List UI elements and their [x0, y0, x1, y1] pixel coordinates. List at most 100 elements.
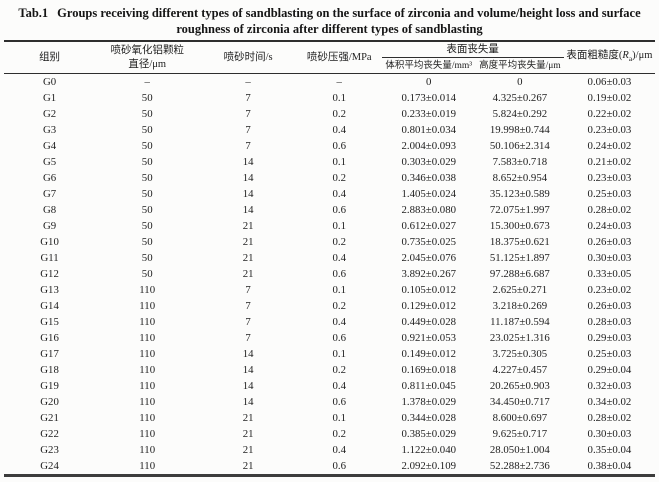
cell-blast-time: 7	[245, 332, 251, 344]
cell-particle-diameter: 110	[139, 428, 156, 440]
cell-particle-diameter: 50	[141, 172, 153, 184]
cell-blast-pressure: 0.6	[332, 332, 346, 344]
cell-height-loss: 4.227±0.457	[492, 364, 548, 376]
cell-blast-pressure: 0.6	[332, 140, 346, 152]
cell-height-loss: 7.583±0.718	[492, 156, 548, 168]
cell-blast-time: 7	[245, 140, 251, 152]
cell-height-loss: 11.187±0.594	[490, 316, 550, 328]
cell-volume-loss: 2.092±0.109	[401, 460, 456, 472]
cell-volume-loss: 0.735±0.025	[401, 236, 456, 248]
cell-roughness: 0.06±0.03	[587, 76, 632, 88]
cell-blast-pressure: 0.2	[332, 236, 346, 248]
cell-particle-diameter: 110	[139, 332, 156, 344]
cell-roughness: 0.33±0.05	[587, 268, 632, 280]
table-row: G20 110 14 0.6 1.378±0.029 34.450±0.717 0.34±0…	[4, 394, 655, 410]
cell-group: G14	[40, 300, 59, 312]
table-row: G19 110 14 0.4 0.811±0.045 20.265±0.903 0.32±0…	[4, 378, 655, 394]
table-row: G0 – – – 0 0 0.06±0.03	[4, 74, 655, 91]
cell-blast-time: 7	[245, 108, 251, 120]
cell-particle-diameter: 50	[141, 204, 153, 216]
cell-height-loss: 34.450±0.717	[489, 396, 550, 408]
cell-roughness: 0.34±0.02	[587, 396, 632, 408]
cell-group: G19	[40, 380, 59, 392]
table-row: G10 50 21 0.2 0.735±0.025 18.375±0.621 0.26±0.…	[4, 234, 655, 250]
cell-blast-time: 14	[242, 380, 254, 392]
cell-blast-pressure: 0.1	[332, 92, 346, 104]
cell-blast-time: 21	[242, 236, 254, 248]
cell-blast-time: –	[245, 76, 251, 88]
cell-blast-pressure: –	[336, 76, 342, 88]
cell-roughness: 0.28±0.03	[587, 316, 632, 328]
header-blast-pressure: 喷砂压强/MPa	[306, 51, 372, 63]
cell-roughness: 0.26±0.03	[587, 300, 632, 312]
cell-blast-pressure: 0.2	[332, 364, 346, 376]
cell-roughness: 0.22±0.02	[587, 108, 632, 120]
table-row: G16 110 7 0.6 0.921±0.053 23.025±1.316 0.29±0.…	[4, 330, 655, 346]
cell-blast-time: 21	[242, 444, 254, 456]
cell-particle-diameter: 110	[139, 396, 156, 408]
cell-height-loss: 19.998±0.744	[489, 124, 550, 136]
table-row: G24 110 21 0.6 2.092±0.109 52.288±2.736 0.38±0…	[4, 458, 655, 476]
table-row: G4 50 7 0.6 2.004±0.093 50.106±2.314 0.24±0.02	[4, 138, 655, 154]
cell-volume-loss: 0.233±0.019	[401, 108, 456, 120]
cell-blast-pressure: 0.4	[332, 252, 346, 264]
cell-group: G24	[40, 460, 59, 472]
cell-volume-loss: 0.344±0.028	[401, 412, 456, 424]
cell-roughness: 0.19±0.02	[587, 92, 632, 104]
cell-particle-diameter: 110	[139, 444, 156, 456]
cell-group: G2	[42, 108, 57, 120]
cell-height-loss: 20.265±0.903	[489, 380, 550, 392]
cell-blast-time: 7	[245, 300, 251, 312]
cell-blast-pressure: 0.2	[332, 172, 346, 184]
cell-volume-loss: 0.385±0.029	[401, 428, 456, 440]
cell-blast-pressure: 0.2	[332, 108, 346, 120]
cell-particle-diameter: –	[144, 76, 150, 88]
cell-group: G11	[40, 252, 59, 264]
cell-roughness: 0.24±0.02	[587, 140, 632, 152]
cell-height-loss: 72.075±1.997	[489, 204, 550, 216]
cell-height-loss: 28.050±1.004	[489, 444, 550, 456]
cell-particle-diameter: 50	[141, 268, 153, 280]
table-row: G6 50 14 0.2 0.346±0.038 8.652±0.954 0.23±0.03	[4, 170, 655, 186]
cell-blast-time: 14	[242, 172, 254, 184]
cell-height-loss: 8.652±0.954	[492, 172, 548, 184]
table-row: G23 110 21 0.4 1.122±0.040 28.050±1.004 0.35±0…	[4, 442, 655, 458]
cell-blast-time: 14	[242, 396, 254, 408]
table-caption: Tab.1 Groups receiving different types of…	[0, 0, 659, 37]
table-row: G17 110 14 0.1 0.149±0.012 3.725±0.305 0.25±0.…	[4, 346, 655, 362]
table-row: G8 50 14 0.6 2.883±0.080 72.075±1.997 0.28±0.0…	[4, 202, 655, 218]
table-header: 组别 喷砂氧化铝颗粒 直径/μm 喷砂时间/s 喷砂压强/MPa 表面丧失量 表…	[4, 41, 655, 74]
cell-group: G23	[40, 444, 59, 456]
cell-group: G0	[42, 76, 57, 88]
header-row-sub: 体积平均丧失量/mm³ 高度平均丧失量/μm	[4, 58, 655, 74]
cell-roughness: 0.30±0.03	[587, 428, 632, 440]
cell-blast-pressure: 0.6	[332, 396, 346, 408]
cell-volume-loss: 0.801±0.034	[401, 124, 456, 136]
caption-line-2: roughness of zirconia after different ty…	[0, 21, 659, 37]
cell-roughness: 0.23±0.03	[587, 172, 632, 184]
cell-volume-loss: 0.612±0.027	[401, 220, 456, 232]
cell-group: G9	[42, 220, 57, 232]
cell-blast-pressure: 0.6	[332, 268, 346, 280]
header-height-loss: 高度平均丧失量/μm	[479, 60, 561, 71]
cell-particle-diameter: 50	[141, 140, 153, 152]
header-surface-roughness: 表面粗糙度(Ra)/μm	[564, 41, 655, 74]
cell-volume-loss: 0.169±0.018	[401, 364, 456, 376]
cell-height-loss: 4.325±0.267	[492, 92, 548, 104]
cell-blast-time: 14	[242, 156, 254, 168]
cell-roughness: 0.21±0.02	[587, 156, 632, 168]
cell-blast-time: 14	[242, 204, 254, 216]
cell-volume-loss: 0.149±0.012	[401, 348, 456, 360]
table-row: G5 50 14 0.1 0.303±0.029 7.583±0.718 0.21±0.02	[4, 154, 655, 170]
cell-blast-pressure: 0.6	[332, 204, 346, 216]
table-row: G3 50 7 0.4 0.801±0.034 19.998±0.744 0.23±0.03	[4, 122, 655, 138]
cell-blast-pressure: 0.2	[332, 300, 346, 312]
cell-particle-diameter: 50	[141, 220, 153, 232]
caption-text-1: Groups receiving different types of sand…	[57, 6, 641, 20]
cell-height-loss: 3.725±0.305	[492, 348, 548, 360]
cell-particle-diameter: 50	[141, 124, 153, 136]
cell-roughness: 0.23±0.03	[587, 124, 632, 136]
cell-blast-time: 7	[245, 284, 251, 296]
header-particle-line-1: 喷砂氧化铝颗粒	[110, 44, 184, 56]
